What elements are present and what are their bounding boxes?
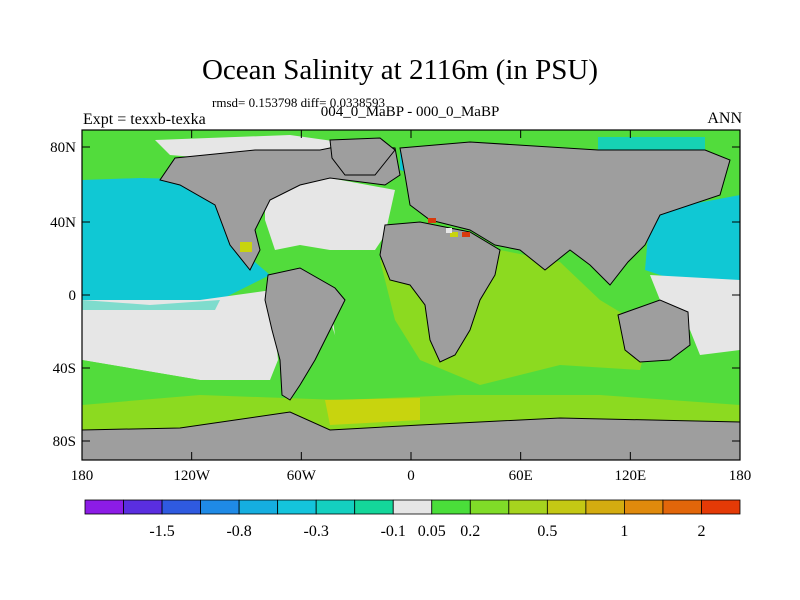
colorbar-swatch (585, 499, 625, 515)
season-label: ANN (707, 110, 742, 127)
eurasia-land (399, 141, 731, 286)
latitude-label: 80S (53, 434, 76, 450)
australia-land (617, 299, 691, 363)
gulf-of-mexico-anomaly (240, 242, 252, 252)
latitude-ticks: 80N 40N 0 40S 80S (50, 140, 740, 450)
colorbar-label: -0.8 (226, 523, 251, 540)
red-sea-anomaly (446, 228, 452, 233)
antarctica-land (82, 411, 740, 460)
longitude-label: 120W (173, 468, 211, 484)
colorbar-swatch (238, 499, 279, 515)
colorbar-swatch (200, 499, 240, 515)
colorbar-swatch (123, 499, 163, 515)
colorbar-swatch (624, 499, 664, 515)
colorbar-swatch (508, 499, 548, 515)
latitude-label: 40S (53, 361, 76, 377)
mediterranean-high-anomaly (428, 218, 436, 223)
colorbar-swatch (354, 499, 394, 515)
north-pacific-teal-edge (82, 300, 220, 310)
colorbar-label: 2 (697, 523, 705, 540)
colorbar-swatch (315, 499, 356, 515)
colorbar-label: 0.2 (460, 523, 480, 540)
arctic-cyan-region-east (598, 137, 705, 152)
longitude-label: 180 (71, 468, 94, 484)
southern-ocean-olive-region (325, 398, 420, 425)
colorbar-label: 1 (620, 523, 628, 540)
colorbar-label: -0.3 (304, 523, 329, 540)
colorbar-swatch (546, 499, 587, 515)
longitude-label: 60W (287, 468, 317, 484)
colorbar-label: -0.1 (381, 523, 406, 540)
colorbar-swatch (469, 499, 510, 515)
north-pacific-east-cyan-region (645, 195, 740, 285)
map-panel (82, 130, 740, 460)
colorbar-swatch (701, 499, 741, 515)
longitude-label: 120E (614, 468, 646, 484)
colorbar-swatch (161, 499, 201, 515)
colorbar-swatch (662, 499, 702, 515)
colorbar-label: -1.5 (149, 523, 174, 540)
colorbar-swatch (84, 499, 124, 515)
west-pacific-white-region (650, 275, 740, 355)
colorbar-swatch (392, 499, 433, 515)
east-pacific-white-region (82, 290, 278, 380)
colorbar-swatch (277, 499, 317, 515)
longitude-label: 180 (729, 468, 752, 484)
colorbar: -1.5 -0.8 -0.3 -0.1 0.05 0.2 0.5 1 2 (84, 499, 741, 540)
mediterranean-high-anomaly-east (462, 232, 470, 237)
colorbar-label: 0.05 (418, 523, 446, 540)
colorbar-label: 0.5 (537, 523, 557, 540)
africa-land (379, 221, 501, 363)
map-title: Ocean Salinity at 2116m (in PSU) (201, 54, 599, 86)
latitude-label: 80N (50, 140, 76, 156)
mediterranean-mid-anomaly (450, 232, 458, 237)
longitude-label: 0 (407, 468, 415, 484)
latitude-label: 40N (50, 215, 76, 231)
longitude-label: 60E (509, 468, 533, 484)
stats-label: rmsd= 0.153798 diff= 0.0338593 (212, 95, 385, 110)
north-atlantic-white-region (265, 178, 395, 250)
greenland-land (329, 137, 396, 176)
experiment-label: Expt = texxb-texka (83, 111, 206, 128)
experiment-difference-label: 004_0_MaBP - 000_0_MaBP (320, 104, 500, 120)
south-america-land (264, 267, 346, 401)
colorbar-swatch (431, 499, 471, 515)
longitude-ticks: 180 120W 60W 0 60E 120E 180 (71, 130, 752, 484)
latitude-label: 0 (69, 288, 77, 304)
south-atlantic-green-region (260, 250, 395, 370)
